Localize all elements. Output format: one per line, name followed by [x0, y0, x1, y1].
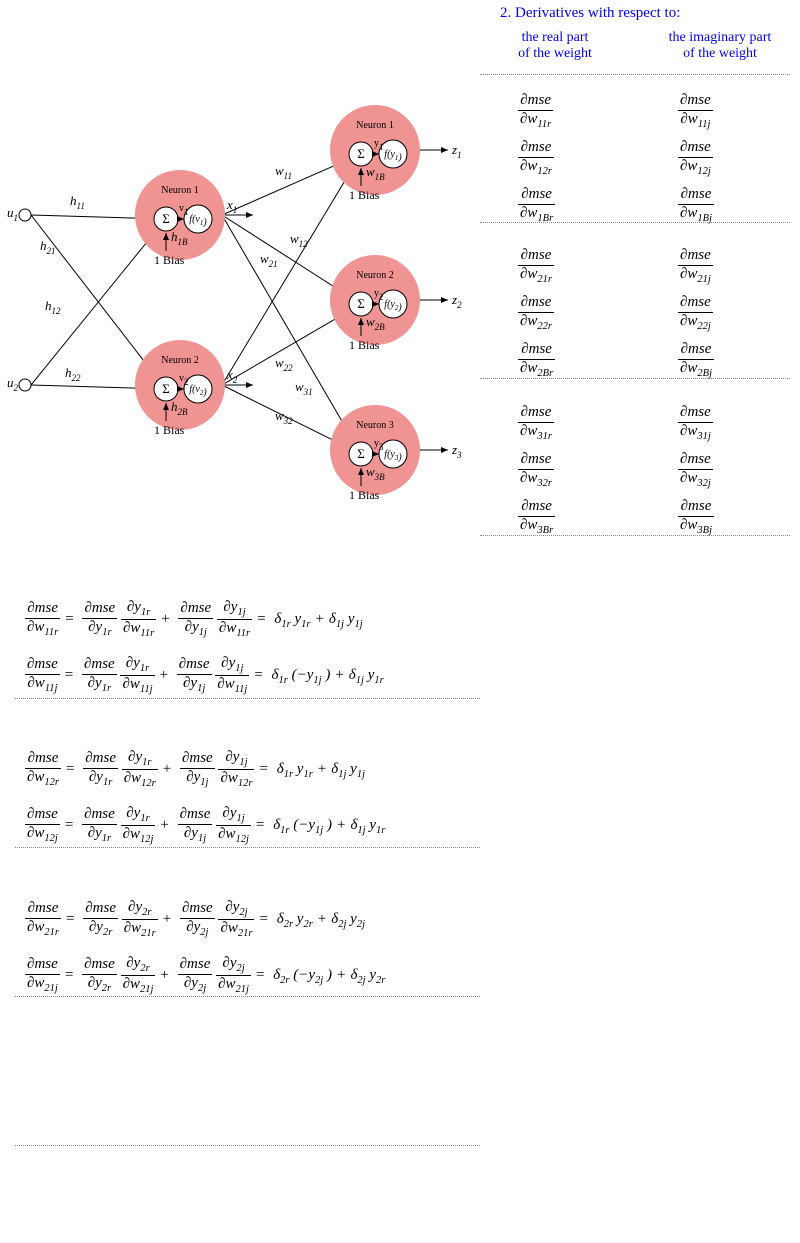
col-header-real: the real part of the weight	[495, 30, 615, 62]
deriv-imag-cell: ∂mse ∂w11j	[678, 93, 713, 130]
svg-text:h12: h12	[45, 298, 61, 316]
section-title: 2. Derivatives with respect to:	[500, 5, 680, 22]
deriv-imag-cell: ∂mse ∂w21j	[678, 248, 713, 285]
deriv-real-cell: ∂mse ∂w31r	[518, 405, 554, 442]
svg-text:w32: w32	[275, 408, 293, 426]
col-header-imag: the imaginary part of the weight	[650, 30, 790, 62]
svg-text:Neuron 2: Neuron 2	[161, 355, 199, 366]
svg-text:h11: h11	[70, 193, 85, 211]
deriv-real-cell: ∂mse ∂w12r	[518, 140, 554, 177]
svg-text:h22: h22	[65, 365, 81, 383]
svg-text:1 Bias: 1 Bias	[154, 423, 185, 437]
separator-line	[15, 847, 480, 848]
deriv-imag-cell: ∂mse ∂w12j	[678, 140, 713, 177]
deriv-real-cell: ∂mse ∂w2Br	[518, 342, 555, 379]
equation-row: ∂mse ∂w11j = ∂mse ∂y1r ∂y1r ∂w11j + ∂mse…	[25, 656, 384, 695]
separator-line	[480, 535, 790, 536]
svg-text:w31: w31	[295, 379, 313, 397]
svg-text:Σ: Σ	[162, 211, 170, 226]
svg-text:1 Bias: 1 Bias	[349, 188, 380, 202]
svg-text:1 Bias: 1 Bias	[154, 253, 185, 267]
deriv-real-cell: ∂mse ∂w1Br	[518, 187, 555, 224]
svg-text:w21: w21	[260, 251, 278, 269]
svg-text:Neuron 2: Neuron 2	[356, 270, 394, 281]
svg-text:Neuron 3: Neuron 3	[356, 420, 394, 431]
deriv-imag-cell: ∂mse ∂w2Bj	[678, 342, 714, 379]
svg-text:h21: h21	[40, 238, 56, 256]
equation-row: ∂mse ∂w12j = ∂mse ∂y1r ∂y1r ∂w12j + ∂mse…	[25, 806, 385, 845]
separator-line	[480, 74, 790, 75]
equation-row: ∂mse ∂w21r = ∂mse ∂y2r ∂y2r ∂w21r + ∂mse…	[25, 900, 365, 939]
separator-line	[15, 996, 480, 997]
deriv-imag-cell: ∂mse ∂w31j	[678, 405, 713, 442]
equation-row: ∂mse ∂w21j = ∂mse ∂y2r ∂y2r ∂w21j + ∂mse…	[25, 956, 385, 995]
svg-text:Σ: Σ	[357, 296, 365, 311]
deriv-imag-cell: ∂mse ∂w1Bj	[678, 187, 714, 224]
deriv-real-cell: ∂mse ∂w22r	[518, 295, 554, 332]
separator-line	[15, 1145, 480, 1146]
separator-line	[15, 698, 480, 699]
equation-row: ∂mse ∂w12r = ∂mse ∂y1r ∂y1r ∂w12r + ∂mse…	[25, 750, 365, 789]
svg-text:Neuron 1: Neuron 1	[161, 185, 199, 196]
svg-text:Σ: Σ	[162, 381, 170, 396]
deriv-imag-cell: ∂mse ∂w32j	[678, 452, 713, 489]
svg-text:Neuron 1: Neuron 1	[356, 120, 394, 131]
svg-text:w11: w11	[275, 163, 292, 181]
deriv-real-cell: ∂mse ∂w32r	[518, 452, 554, 489]
separator-line	[480, 222, 790, 223]
svg-text:1 Bias: 1 Bias	[349, 488, 380, 502]
svg-text:z1: z1	[451, 142, 462, 160]
separator-line	[480, 378, 790, 379]
svg-text:u1: u1	[7, 205, 18, 223]
deriv-imag-cell: ∂mse ∂w3Bj	[678, 499, 714, 536]
svg-text:w22: w22	[275, 355, 293, 373]
svg-text:1 Bias: 1 Bias	[349, 338, 380, 352]
svg-text:Σ: Σ	[357, 146, 365, 161]
svg-text:u2: u2	[7, 375, 19, 393]
equation-row: ∂mse ∂w11r = ∂mse ∂y1r ∂y1r ∂w11r + ∂mse…	[25, 600, 363, 639]
neural-network-diagram: h11h12h21h22w11w12w31w21w22w32u1u2Neuron…	[5, 85, 480, 540]
svg-text:x2: x2	[226, 367, 238, 385]
deriv-real-cell: ∂mse ∂w3Br	[518, 499, 555, 536]
deriv-real-cell: ∂mse ∂w11r	[518, 93, 553, 130]
deriv-imag-cell: ∂mse ∂w22j	[678, 295, 713, 332]
svg-text:z2: z2	[451, 292, 462, 310]
deriv-real-cell: ∂mse ∂w21r	[518, 248, 554, 285]
svg-text:z3: z3	[451, 442, 462, 460]
svg-text:Σ: Σ	[357, 446, 365, 461]
